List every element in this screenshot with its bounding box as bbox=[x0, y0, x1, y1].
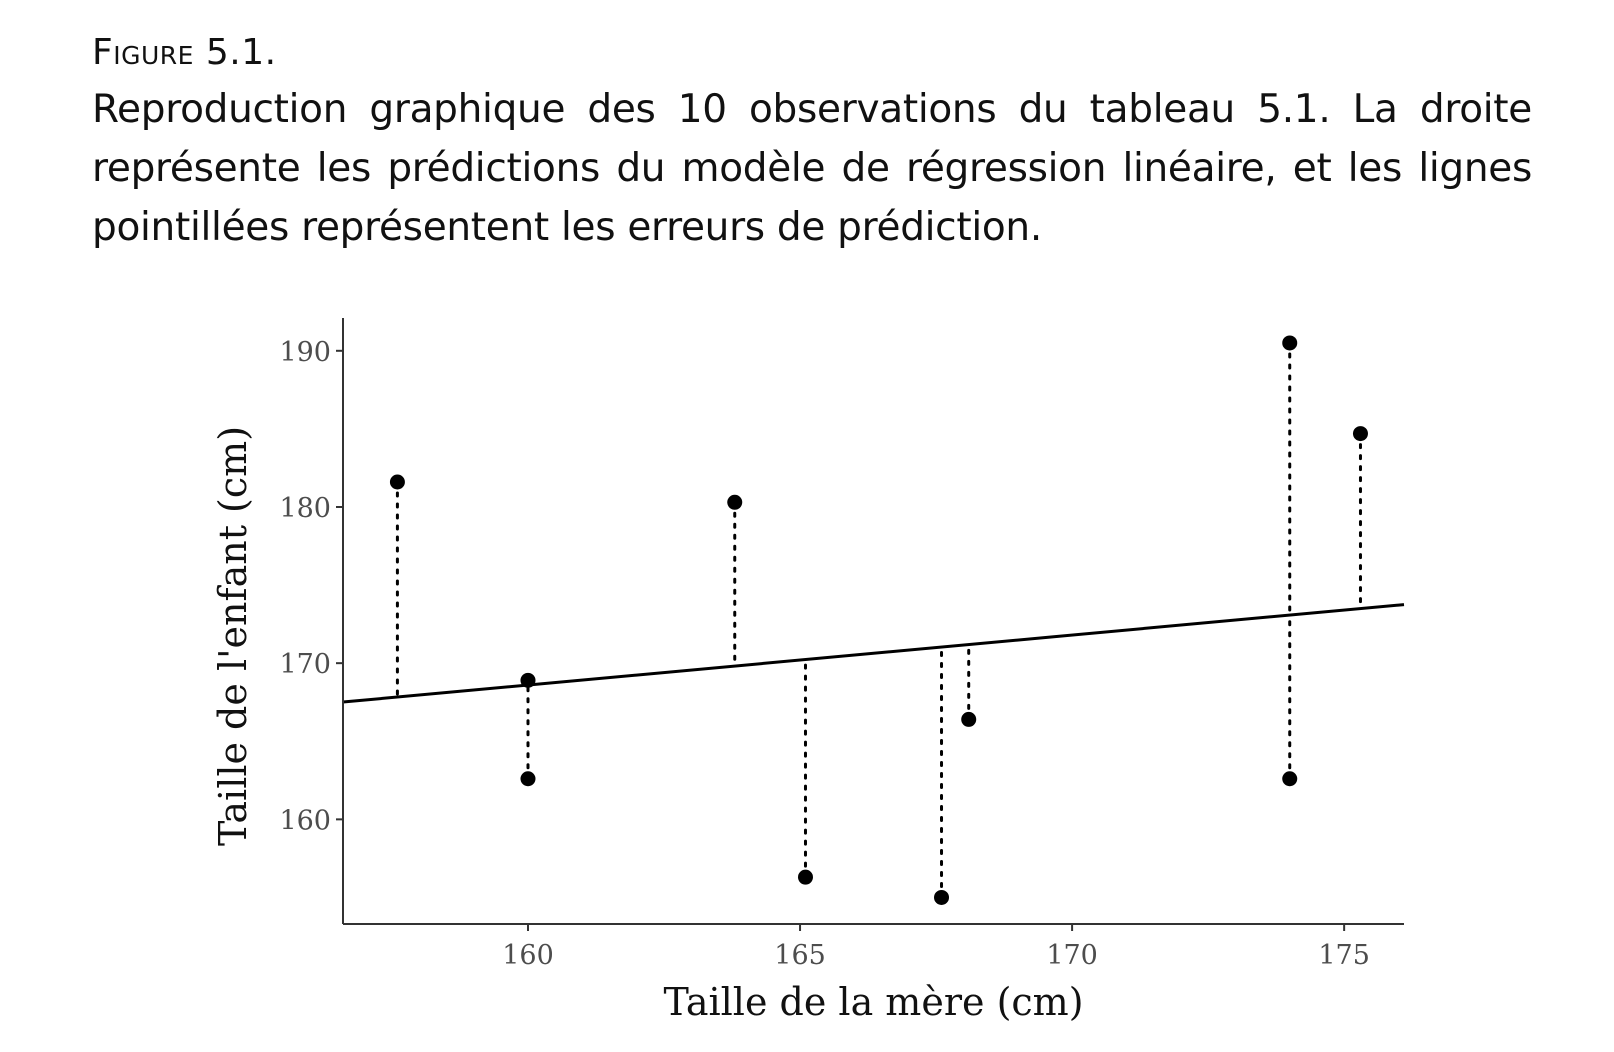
x-tick-label: 170 bbox=[1046, 940, 1098, 971]
y-tick-label: 160 bbox=[279, 805, 331, 836]
data-point bbox=[389, 474, 405, 490]
residual-lines bbox=[395, 341, 1362, 899]
y-tick-label: 190 bbox=[279, 337, 331, 368]
data-point bbox=[727, 494, 743, 510]
y-axis-title: Taille de l'enfant (cm) bbox=[211, 426, 255, 846]
figure-label: Figure 5.1. bbox=[92, 32, 277, 73]
x-tick-label: 175 bbox=[1318, 940, 1370, 971]
x-tick-label: 165 bbox=[774, 940, 826, 971]
data-point bbox=[1282, 771, 1298, 787]
x-axis-ticks: 160 165 170 175 bbox=[502, 924, 1370, 971]
data-points bbox=[389, 335, 1368, 905]
y-axis-ticks: 160 170 180 190 bbox=[279, 337, 343, 836]
x-axis-title: Taille de la mère (cm) bbox=[663, 980, 1083, 1024]
figure-caption: Figure 5.1. Reproduction graphique des 1… bbox=[92, 26, 1532, 257]
data-point bbox=[1282, 335, 1298, 351]
data-point bbox=[520, 672, 536, 688]
x-tick-label: 160 bbox=[502, 940, 554, 971]
regression-line bbox=[342, 603, 1405, 704]
data-point bbox=[961, 711, 977, 727]
data-point bbox=[797, 869, 813, 885]
data-point bbox=[934, 889, 950, 905]
data-point bbox=[520, 771, 536, 787]
data-point bbox=[1352, 426, 1368, 442]
y-tick-label: 180 bbox=[279, 493, 331, 524]
caption-text: Reproduction graphique des 10 observatio… bbox=[92, 87, 1532, 250]
y-tick-label: 170 bbox=[279, 649, 331, 680]
